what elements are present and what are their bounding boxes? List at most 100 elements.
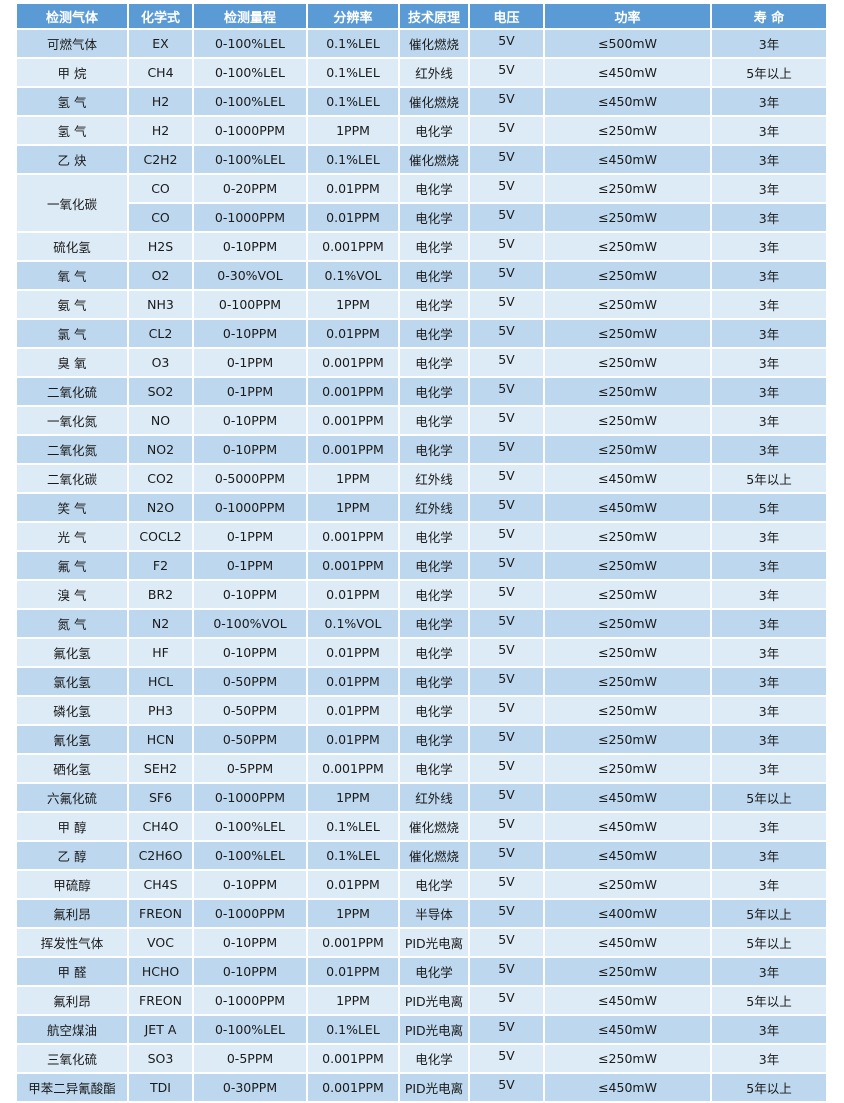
cell-resolution: 0.001PPM: [306, 1043, 400, 1074]
cell-resolution: 0.01PPM: [306, 869, 400, 900]
table-row: 氮 气 N2 0-100%VOL 0.1%VOL 电化学 5V ≤250mW 3年: [15, 608, 828, 639]
cell-principle: 电化学: [398, 550, 470, 581]
cell-range: 0-10PPM: [192, 405, 308, 436]
table-row: 臭 氧 O3 0-1PPM 0.001PPM 电化学 5V ≤250mW 3年: [15, 347, 828, 378]
cell-range: 0-10PPM: [192, 579, 308, 610]
cell-gas: 可燃气体: [15, 28, 129, 59]
cell-power: ≤250mW: [543, 695, 712, 726]
cell-resolution: 0.001PPM: [306, 376, 400, 407]
cell-power: ≤450mW: [543, 57, 712, 88]
cell-formula: TDI: [127, 1072, 194, 1103]
cell-voltage: 5V: [468, 811, 545, 842]
cell-voltage: 5V: [468, 927, 545, 958]
cell-principle: 电化学: [398, 724, 470, 755]
cell-voltage: 5V: [468, 173, 545, 204]
cell-formula: O2: [127, 260, 194, 291]
cell-lifetime: 5年以上: [710, 463, 828, 494]
cell-voltage: 5V: [468, 753, 545, 784]
cell-voltage: 5V: [468, 405, 545, 436]
cell-gas: 笑 气: [15, 492, 129, 523]
cell-power: ≤450mW: [543, 782, 712, 813]
cell-lifetime: 5年: [710, 492, 828, 523]
table-row: 溴 气 BR2 0-10PPM 0.01PPM 电化学 5V ≤250mW 3年: [15, 579, 828, 610]
cell-voltage: 5V: [468, 956, 545, 987]
table-row: 氯化氢 HCL 0-50PPM 0.01PPM 电化学 5V ≤250mW 3年: [15, 666, 828, 697]
cell-power: ≤250mW: [543, 115, 712, 146]
cell-resolution: 0.1%LEL: [306, 1014, 400, 1045]
cell-formula: HCL: [127, 666, 194, 697]
cell-principle: 红外线: [398, 782, 470, 813]
cell-gas: 氟化氢: [15, 637, 129, 668]
cell-principle: 催化燃烧: [398, 86, 470, 117]
cell-principle: 电化学: [398, 753, 470, 784]
cell-power: ≤250mW: [543, 347, 712, 378]
cell-range: 0-1000PPM: [192, 898, 308, 929]
cell-resolution: 0.001PPM: [306, 753, 400, 784]
cell-range: 0-10PPM: [192, 869, 308, 900]
cell-range: 0-100%LEL: [192, 57, 308, 88]
cell-gas: 一氧化氮: [15, 405, 129, 436]
cell-range: 0-100%LEL: [192, 86, 308, 117]
cell-power: ≤250mW: [543, 637, 712, 668]
cell-range: 0-5PPM: [192, 753, 308, 784]
cell-gas: 氯化氢: [15, 666, 129, 697]
cell-range: 0-1PPM: [192, 550, 308, 581]
cell-lifetime: 3年: [710, 144, 828, 175]
table-row: 氟利昂 FREON 0-1000PPM 1PPM PID光电离 5V ≤450mW 5年以上: [15, 985, 828, 1016]
cell-resolution: 1PPM: [306, 782, 400, 813]
cell-formula: PH3: [127, 695, 194, 726]
table-row: 硒化氢 SEH2 0-5PPM 0.001PPM 电化学 5V ≤250mW 3年: [15, 753, 828, 784]
cell-voltage: 5V: [468, 1072, 545, 1103]
table-row: 氢 气 H2 0-1000PPM 1PPM 电化学 5V ≤250mW 3年: [15, 115, 828, 146]
cell-power: ≤250mW: [543, 231, 712, 262]
cell-principle: 电化学: [398, 289, 470, 320]
cell-formula: F2: [127, 550, 194, 581]
cell-resolution: 1PPM: [306, 492, 400, 523]
cell-principle: 催化燃烧: [398, 28, 470, 59]
cell-principle: 红外线: [398, 57, 470, 88]
cell-voltage: 5V: [468, 492, 545, 523]
table-row: 磷化氢 PH3 0-50PPM 0.01PPM 电化学 5V ≤250mW 3年: [15, 695, 828, 726]
cell-resolution: 0.1%LEL: [306, 86, 400, 117]
cell-resolution: 1PPM: [306, 289, 400, 320]
cell-lifetime: 3年: [710, 1014, 828, 1045]
cell-voltage: 5V: [468, 1043, 545, 1074]
table-row: 甲 醛 HCHO 0-10PPM 0.01PPM 电化学 5V ≤250mW 3年: [15, 956, 828, 987]
cell-gas: 二氧化硫: [15, 376, 129, 407]
cell-voltage: 5V: [468, 898, 545, 929]
cell-power: ≤450mW: [543, 1072, 712, 1103]
cell-formula: HCHO: [127, 956, 194, 987]
cell-lifetime: 3年: [710, 289, 828, 320]
cell-gas: 航空煤油: [15, 1014, 129, 1045]
cell-range: 0-10PPM: [192, 434, 308, 465]
cell-principle: 催化燃烧: [398, 811, 470, 842]
cell-lifetime: 3年: [710, 521, 828, 552]
cell-resolution: 0.01PPM: [306, 202, 400, 233]
cell-range: 0-20PPM: [192, 173, 308, 204]
cell-power: ≤250mW: [543, 666, 712, 697]
cell-gas: 氢 气: [15, 115, 129, 146]
cell-lifetime: 5年以上: [710, 782, 828, 813]
cell-gas: 二氧化碳: [15, 463, 129, 494]
cell-resolution: 0.001PPM: [306, 1072, 400, 1103]
cell-formula: C2H2: [127, 144, 194, 175]
cell-range: 0-1000PPM: [192, 202, 308, 233]
cell-power: ≤250mW: [543, 956, 712, 987]
cell-resolution: 1PPM: [306, 463, 400, 494]
cell-formula: FREON: [127, 898, 194, 929]
cell-gas: 氢 气: [15, 86, 129, 117]
cell-gas: 氟利昂: [15, 898, 129, 929]
cell-voltage: 5V: [468, 782, 545, 813]
cell-power: ≤250mW: [543, 579, 712, 610]
cell-lifetime: 3年: [710, 347, 828, 378]
cell-gas: 甲 醇: [15, 811, 129, 842]
cell-principle: 电化学: [398, 318, 470, 349]
cell-principle: 电化学: [398, 405, 470, 436]
cell-formula: CO: [127, 173, 194, 204]
cell-power: ≤250mW: [543, 318, 712, 349]
cell-power: ≤450mW: [543, 927, 712, 958]
header-range: 检测量程: [192, 2, 308, 30]
header-voltage: 电压: [468, 2, 545, 30]
cell-formula: CO2: [127, 463, 194, 494]
cell-voltage: 5V: [468, 231, 545, 262]
